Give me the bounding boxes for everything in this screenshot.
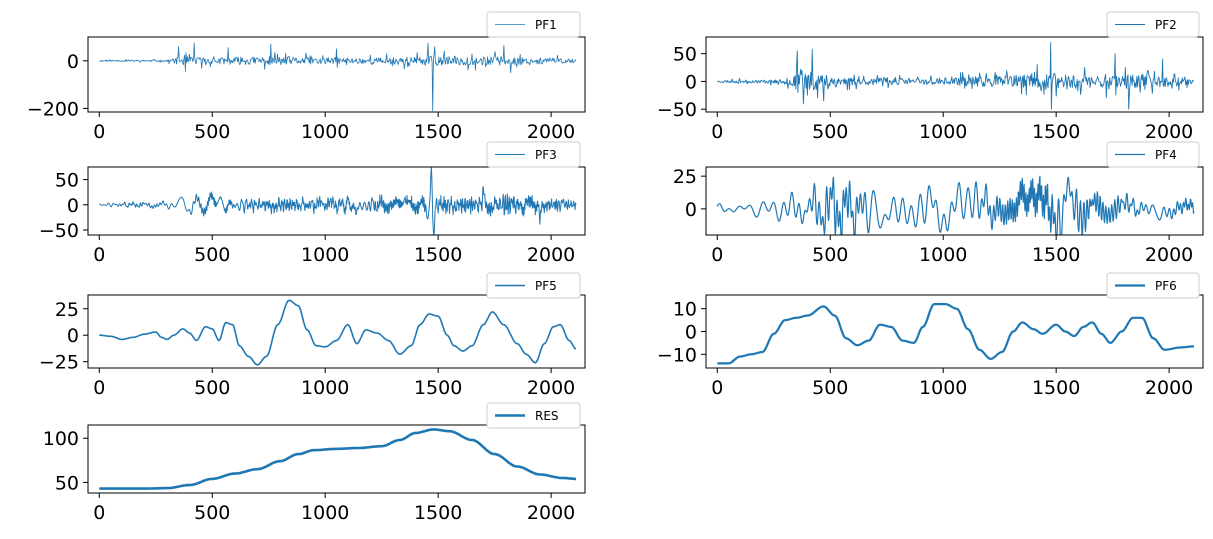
y-tick-label: −10 <box>657 344 697 366</box>
panel-pf5: 0 500 1000 1500 2000 25 0 −25 PF5 <box>39 272 586 399</box>
legend-pf2: PF2 <box>1106 11 1200 38</box>
legend-box <box>1106 11 1200 38</box>
y-tick-label: 50 <box>55 170 79 192</box>
x-tick-label: 1000 <box>919 121 967 143</box>
series-line-pf3 <box>99 167 577 235</box>
x-tick-label: 1500 <box>414 244 462 266</box>
legend-box <box>486 11 581 38</box>
x-tick-label: 2000 <box>527 244 575 266</box>
y-tick-label: 0 <box>67 51 79 73</box>
x-tick-label: 1000 <box>919 377 967 399</box>
legend-pf3: PF3 <box>486 141 581 168</box>
axes-frame <box>87 294 586 369</box>
series-line-pf2 <box>716 42 1195 110</box>
x-tick-label: 1500 <box>414 121 462 143</box>
x-tick-label: 2000 <box>527 502 575 524</box>
x-tick-label: 500 <box>194 502 230 524</box>
legend-pf4: PF4 <box>1106 141 1200 168</box>
y-tick-label: 0 <box>685 71 697 93</box>
legend-box <box>486 402 581 429</box>
axes-frame <box>87 36 586 113</box>
x-tick-label: 500 <box>194 244 230 266</box>
y-tick-label: 50 <box>673 44 697 66</box>
x-tick-label: 1500 <box>414 377 462 399</box>
panel-pf1: 0 500 1000 1500 2000 0 −200 PF1 <box>27 11 586 143</box>
legend-label: PF6 <box>1155 279 1177 293</box>
x-tick-label: 0 <box>711 244 723 266</box>
x-tick-label: 2000 <box>1145 244 1193 266</box>
series-line-pf6 <box>717 303 1195 365</box>
panel-res: 0 500 1000 1500 2000 100 50 RES <box>43 402 586 524</box>
x-tick-label: 1000 <box>919 244 967 266</box>
legend-pf1: PF1 <box>486 11 581 38</box>
y-tick-label: 50 <box>55 472 79 494</box>
legend-box <box>486 141 581 168</box>
y-tick-label: −200 <box>27 98 79 120</box>
legend-label: PF3 <box>535 148 557 162</box>
panel-pf4: 0 500 1000 1500 2000 25 0 PF4 <box>673 141 1204 266</box>
y-tick-label: −50 <box>657 99 697 121</box>
x-tick-label: 0 <box>711 121 723 143</box>
legend-pf6: PF6 <box>1106 272 1200 299</box>
x-tick-label: 0 <box>93 377 105 399</box>
legend-pf5: PF5 <box>486 272 581 299</box>
x-tick-label: 0 <box>93 244 105 266</box>
x-tick-label: 1000 <box>301 377 349 399</box>
x-tick-label: 500 <box>812 121 848 143</box>
x-tick-label: 2000 <box>1145 377 1193 399</box>
x-tick-label: 1000 <box>301 502 349 524</box>
x-tick-label: 0 <box>711 377 723 399</box>
legend-res: RES <box>486 402 581 429</box>
x-tick-label: 1500 <box>1032 121 1080 143</box>
legend-label: RES <box>535 409 559 423</box>
x-tick-label: 2000 <box>527 377 575 399</box>
axes-frame <box>87 424 586 494</box>
series-line-pf1 <box>99 42 577 112</box>
legend-box <box>1106 272 1200 299</box>
x-tick-label: 0 <box>93 121 105 143</box>
x-tick-label: 500 <box>812 377 848 399</box>
y-tick-label: 0 <box>67 195 79 217</box>
series-line-pf4 <box>716 175 1195 235</box>
axes-frame <box>705 36 1204 113</box>
x-tick-label: 1500 <box>1032 244 1080 266</box>
x-tick-label: 0 <box>93 502 105 524</box>
series-line-pf5 <box>99 299 577 366</box>
axes-frame <box>705 166 1204 236</box>
x-tick-label: 1500 <box>1032 377 1080 399</box>
x-tick-label: 2000 <box>527 121 575 143</box>
y-tick-label: 25 <box>55 299 79 321</box>
y-tick-label: 0 <box>685 322 697 344</box>
legend-label: PF5 <box>535 279 557 293</box>
y-tick-label: 25 <box>673 166 697 188</box>
y-tick-label: 0 <box>685 199 697 221</box>
x-tick-label: 500 <box>812 244 848 266</box>
legend-box <box>1106 141 1200 168</box>
legend-label: PF2 <box>1155 18 1177 32</box>
x-tick-label: 2000 <box>1145 121 1193 143</box>
y-tick-label: 100 <box>43 428 79 450</box>
y-tick-label: 0 <box>67 325 79 347</box>
axes-frame <box>705 294 1204 369</box>
legend-box <box>486 272 581 299</box>
y-tick-label: −25 <box>39 352 79 374</box>
legend-label: PF4 <box>1155 148 1177 162</box>
y-tick-label: 10 <box>673 299 697 321</box>
x-tick-label: 1500 <box>414 502 462 524</box>
axes-frame <box>87 166 586 236</box>
x-tick-label: 1000 <box>301 244 349 266</box>
legend-label: PF1 <box>535 18 557 32</box>
x-tick-label: 1000 <box>301 121 349 143</box>
x-tick-label: 500 <box>194 377 230 399</box>
x-tick-label: 500 <box>194 121 230 143</box>
series-line-res <box>99 428 577 490</box>
y-tick-label: −50 <box>39 220 79 242</box>
